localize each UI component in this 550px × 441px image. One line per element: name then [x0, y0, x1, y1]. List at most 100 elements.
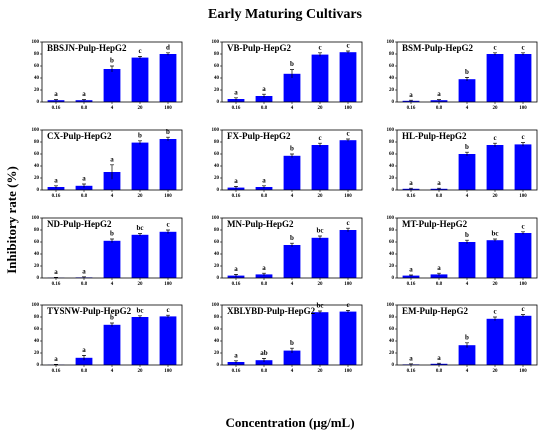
y-tick-label: 100	[387, 128, 395, 133]
y-tick-label: 60	[34, 327, 40, 332]
error-bar	[437, 187, 441, 190]
error-bar	[409, 99, 413, 102]
error-bar	[465, 77, 469, 81]
significance-letter: c	[521, 133, 524, 141]
x-tick-label: 0.16	[232, 106, 241, 111]
significance-letter: c	[521, 43, 524, 51]
significance-letter: bc	[137, 224, 144, 232]
significance-letter: b	[290, 339, 294, 347]
error-bar	[110, 322, 114, 327]
y-tick-label: 80	[34, 228, 40, 233]
figure-title: Early Maturing Cultivars	[208, 7, 363, 22]
significance-letter: b	[290, 145, 294, 153]
y-tick-label: 20	[389, 351, 395, 356]
error-bar	[521, 231, 525, 235]
y-tick-label: 100	[387, 40, 395, 45]
x-tick-label: 100	[164, 282, 172, 287]
x-tick-label: 100	[519, 106, 527, 111]
bar	[430, 274, 448, 278]
significance-letter: a	[409, 91, 413, 99]
x-tick-label: 0.16	[52, 106, 61, 111]
y-tick-label: 100	[212, 128, 220, 133]
error-bar	[437, 99, 441, 101]
y-tick-label: 20	[34, 176, 40, 181]
bar	[311, 54, 329, 102]
y-tick-label: 0	[37, 188, 40, 193]
y-tick-label: 100	[32, 216, 40, 221]
bar	[486, 145, 504, 190]
error-bar	[262, 93, 266, 98]
x-tick-label: 4	[111, 369, 114, 374]
x-axis-label: Concentration (μg/mL)	[225, 415, 354, 430]
y-tick-label: 20	[389, 264, 395, 269]
error-bar	[493, 316, 497, 321]
x-tick-label: 0.16	[232, 369, 241, 374]
significance-letter: c	[318, 134, 321, 142]
y-tick-label: 20	[34, 351, 40, 356]
error-bar	[54, 99, 58, 101]
error-bar	[465, 342, 469, 348]
y-tick-label: 40	[34, 339, 40, 344]
y-tick-label: 60	[34, 64, 40, 69]
y-tick-label: 20	[214, 351, 220, 356]
bar	[402, 275, 420, 278]
bar	[458, 154, 476, 190]
x-tick-label: 20	[138, 106, 144, 111]
significance-letter: b	[138, 131, 142, 139]
x-tick-label: 100	[519, 369, 527, 374]
plot-frame	[396, 41, 538, 103]
x-tick-label: 20	[493, 369, 499, 374]
bar	[131, 234, 149, 278]
y-tick-label: 60	[389, 152, 395, 157]
plot-frame	[41, 129, 183, 191]
plot-frame	[41, 304, 183, 366]
panel-title: MN-Pulp-HepG2	[227, 219, 294, 229]
y-tick-label: 0	[392, 100, 395, 105]
significance-letter: a	[437, 179, 441, 187]
bar	[339, 52, 357, 102]
significance-letter: a	[54, 90, 58, 98]
y-tick-label: 60	[34, 240, 40, 245]
error-bar	[493, 142, 497, 147]
error-bar	[138, 233, 142, 236]
y-tick-label: 80	[389, 140, 395, 145]
panel-title: HL-Pulp-HepG2	[402, 131, 467, 141]
significance-letter: a	[54, 355, 58, 363]
x-tick-label: 20	[318, 282, 324, 287]
y-tick-label: 40	[214, 76, 220, 81]
y-tick-label: 20	[389, 176, 395, 181]
x-tick-label: 0.16	[52, 282, 61, 287]
y-tick-label: 0	[217, 188, 220, 193]
error-bar	[234, 360, 238, 364]
significance-letter: a	[82, 90, 86, 98]
y-tick-label: 0	[37, 100, 40, 105]
x-tick-label: 0.16	[52, 369, 61, 374]
plot-frame	[221, 217, 363, 279]
significance-letter: c	[166, 306, 169, 314]
significance-letter: a	[437, 264, 441, 272]
significance-letter: c	[493, 134, 496, 142]
y-tick-label: 20	[214, 176, 220, 181]
x-tick-label: 20	[493, 106, 499, 111]
bar	[159, 54, 177, 102]
x-tick-label: 0.8	[261, 194, 268, 199]
x-tick-label: 4	[111, 106, 114, 111]
y-tick-label: 100	[32, 40, 40, 45]
panel-title: TYSNW-Pulp-HepG2	[47, 306, 132, 316]
x-tick-label: 0.8	[81, 194, 88, 199]
x-tick-label: 100	[344, 194, 352, 199]
y-tick-label: 100	[212, 40, 220, 45]
significance-letter: a	[437, 90, 441, 98]
y-tick-label: 100	[32, 303, 40, 308]
y-tick-label: 0	[217, 363, 220, 368]
x-tick-label: 0.16	[52, 194, 61, 199]
x-tick-label: 0.8	[436, 194, 443, 199]
bar	[159, 231, 177, 278]
y-tick-label: 0	[392, 363, 395, 368]
bar	[47, 187, 65, 190]
x-tick-label: 0.16	[407, 282, 416, 287]
error-bar	[465, 151, 469, 156]
x-tick-label: 0.8	[261, 282, 268, 287]
plot-frame	[41, 217, 183, 279]
significance-letter: b	[465, 333, 469, 341]
